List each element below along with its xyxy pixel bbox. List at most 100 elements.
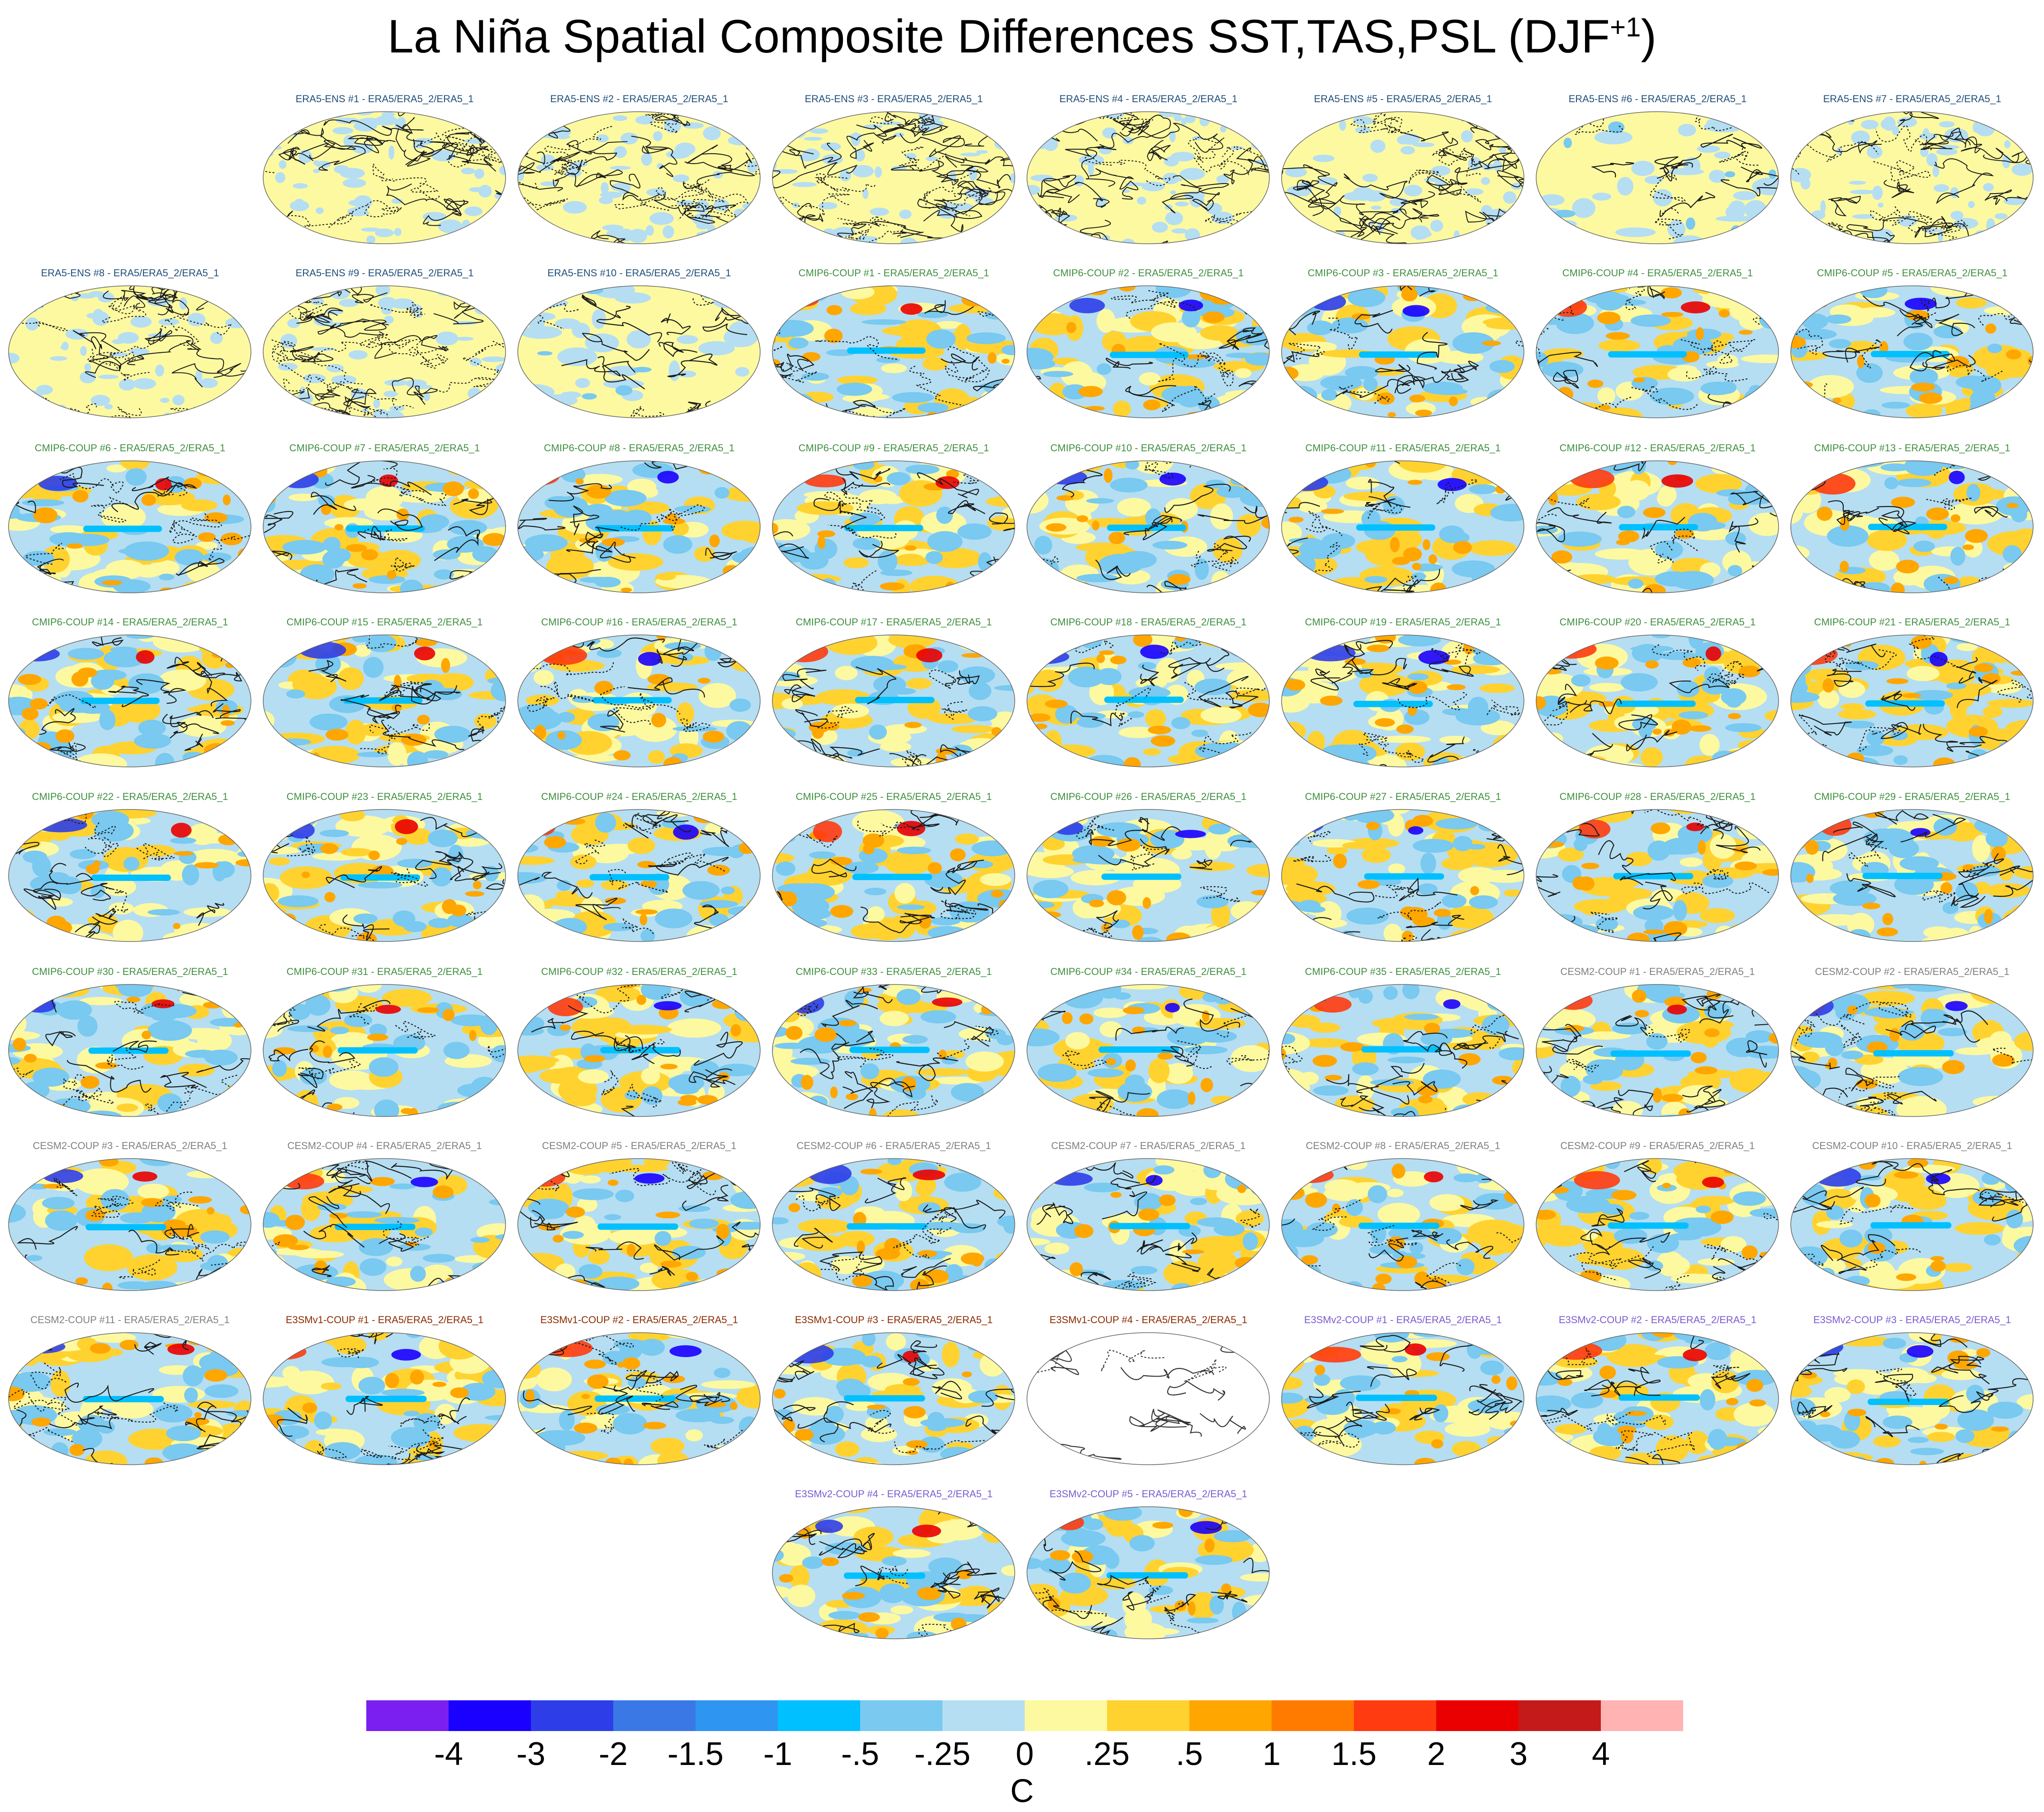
panel-label: ERA5-ENS #9 - ERA5/ERA5_2/ERA5_1 bbox=[295, 267, 474, 279]
panel-label: CMIP6-COUP #25 - ERA5/ERA5_2/ERA5_1 bbox=[795, 791, 992, 802]
map-image bbox=[1790, 1158, 2034, 1291]
panel-label: ERA5-ENS #10 - ERA5/ERA5_2/ERA5_1 bbox=[547, 267, 731, 279]
map-image bbox=[772, 809, 1015, 942]
map-image bbox=[1027, 460, 1270, 593]
panel-label: CMIP6-COUP #14 - ERA5/ERA5_2/ERA5_1 bbox=[32, 616, 228, 628]
colorbar bbox=[366, 1700, 1683, 1731]
panel-label: CMIP6-COUP #12 - ERA5/ERA5_2/ERA5_1 bbox=[1559, 442, 1756, 454]
panel-label: CESM2-COUP #7 - ERA5/ERA5_2/ERA5_1 bbox=[1051, 1140, 1246, 1151]
colorbar-tick-label: -2 bbox=[598, 1736, 628, 1772]
colorbar-tick-label: .25 bbox=[1084, 1736, 1130, 1772]
colorbar-swatch bbox=[1436, 1700, 1519, 1731]
map-image bbox=[1790, 111, 2034, 244]
colorbar-tick-label: -1 bbox=[763, 1736, 793, 1772]
colorbar-tick-label: -.25 bbox=[914, 1736, 971, 1772]
panel-label: ERA5-ENS #6 - ERA5/ERA5_2/ERA5_1 bbox=[1568, 93, 1747, 104]
map-image bbox=[1536, 285, 1779, 418]
map-image bbox=[1790, 285, 2034, 418]
panel-label: CMIP6-COUP #27 - ERA5/ERA5_2/ERA5_1 bbox=[1305, 791, 1501, 802]
panel-label: CMIP6-COUP #4 - ERA5/ERA5_2/ERA5_1 bbox=[1562, 267, 1753, 279]
map-image bbox=[1536, 111, 1779, 244]
map-image bbox=[1536, 809, 1779, 942]
map-image bbox=[517, 1158, 761, 1291]
map-image bbox=[772, 285, 1015, 418]
panel-label: CMIP6-COUP #30 - ERA5/ERA5_2/ERA5_1 bbox=[32, 966, 228, 977]
map-image bbox=[1281, 809, 1524, 942]
panel-label: CMIP6-COUP #33 - ERA5/ERA5_2/ERA5_1 bbox=[795, 966, 992, 977]
map-image bbox=[1027, 984, 1270, 1117]
panel-label: CMIP6-COUP #7 - ERA5/ERA5_2/ERA5_1 bbox=[289, 442, 480, 454]
panel-label: CMIP6-COUP #21 - ERA5/ERA5_2/ERA5_1 bbox=[1814, 616, 2011, 628]
colorbar-swatch bbox=[696, 1700, 778, 1731]
panel-label: E3SMv1-COUP #3 - ERA5/ERA5_2/ERA5_1 bbox=[795, 1314, 993, 1325]
panel-label: E3SMv1-COUP #4 - ERA5/ERA5_2/ERA5_1 bbox=[1049, 1314, 1248, 1325]
panel-label: E3SMv2-COUP #1 - ERA5/ERA5_2/ERA5_1 bbox=[1304, 1314, 1502, 1325]
colorbar-tick-label: -4 bbox=[434, 1736, 464, 1772]
figure-title-text: La Niña Spatial Composite Differences SS… bbox=[387, 10, 1610, 63]
map-image bbox=[1536, 634, 1779, 767]
panel-label: E3SMv2-COUP #2 - ERA5/ERA5_2/ERA5_1 bbox=[1558, 1314, 1757, 1325]
panel-label: E3SMv2-COUP #5 - ERA5/ERA5_2/ERA5_1 bbox=[1049, 1488, 1248, 1500]
map-image bbox=[1790, 1332, 2034, 1465]
panel-label: CMIP6-COUP #29 - ERA5/ERA5_2/ERA5_1 bbox=[1814, 791, 2011, 802]
panel-label: CMIP6-COUP #3 - ERA5/ERA5_2/ERA5_1 bbox=[1307, 267, 1499, 279]
map-image bbox=[1027, 809, 1270, 942]
panel-label: CESM2-COUP #9 - ERA5/ERA5_2/ERA5_1 bbox=[1560, 1140, 1755, 1151]
map-image bbox=[1281, 111, 1524, 244]
panel-label: CESM2-COUP #2 - ERA5/ERA5_2/ERA5_1 bbox=[1815, 966, 2010, 977]
map-image bbox=[8, 809, 251, 942]
colorbar-swatch bbox=[531, 1700, 613, 1731]
panel-label: CMIP6-COUP #23 - ERA5/ERA5_2/ERA5_1 bbox=[286, 791, 483, 802]
panel-label: CMIP6-COUP #1 - ERA5/ERA5_2/ERA5_1 bbox=[798, 267, 989, 279]
panel-label: E3SMv1-COUP #1 - ERA5/ERA5_2/ERA5_1 bbox=[285, 1314, 484, 1325]
map-image bbox=[8, 634, 251, 767]
panel-label: CMIP6-COUP #26 - ERA5/ERA5_2/ERA5_1 bbox=[1050, 791, 1247, 802]
map-image bbox=[772, 460, 1015, 593]
colorbar-swatch bbox=[778, 1700, 860, 1731]
map-image bbox=[1281, 1332, 1524, 1465]
panel-label: CMIP6-COUP #11 - ERA5/ERA5_2/ERA5_1 bbox=[1305, 442, 1501, 454]
map-image bbox=[517, 1332, 761, 1465]
panel-label: CMIP6-COUP #34 - ERA5/ERA5_2/ERA5_1 bbox=[1050, 966, 1247, 977]
panel-label: CMIP6-COUP #16 - ERA5/ERA5_2/ERA5_1 bbox=[541, 616, 738, 628]
colorbar-swatch bbox=[613, 1700, 696, 1731]
map-image bbox=[263, 1158, 506, 1291]
panel-label: CMIP6-COUP #19 - ERA5/ERA5_2/ERA5_1 bbox=[1305, 616, 1501, 628]
panel-label: CMIP6-COUP #24 - ERA5/ERA5_2/ERA5_1 bbox=[541, 791, 738, 802]
colorbar-tick-label: 2 bbox=[1427, 1736, 1446, 1772]
map-image bbox=[1536, 984, 1779, 1117]
colorbar-tick-label: 1 bbox=[1262, 1736, 1281, 1772]
colorbar-swatch bbox=[1519, 1700, 1601, 1731]
map-image bbox=[517, 634, 761, 767]
panel-label: CESM2-COUP #10 - ERA5/ERA5_2/ERA5_1 bbox=[1812, 1140, 2012, 1151]
map-image bbox=[1536, 1158, 1779, 1291]
panel-label: CMIP6-COUP #9 - ERA5/ERA5_2/ERA5_1 bbox=[798, 442, 989, 454]
map-image bbox=[772, 1158, 1015, 1291]
map-image bbox=[1281, 634, 1524, 767]
figure-title: La Niña Spatial Composite Differences SS… bbox=[0, 10, 2044, 64]
panel-label: CMIP6-COUP #8 - ERA5/ERA5_2/ERA5_1 bbox=[544, 442, 735, 454]
map-image bbox=[1790, 460, 2034, 593]
panel-label: ERA5-ENS #2 - ERA5/ERA5_2/ERA5_1 bbox=[550, 93, 729, 104]
colorbar-units: C bbox=[1010, 1773, 1034, 1809]
panel-label: CMIP6-COUP #35 - ERA5/ERA5_2/ERA5_1 bbox=[1305, 966, 1501, 977]
map-image bbox=[263, 111, 506, 244]
colorbar-swatch bbox=[449, 1700, 531, 1731]
map-image bbox=[517, 984, 761, 1117]
panel-label: ERA5-ENS #1 - ERA5/ERA5_2/ERA5_1 bbox=[295, 93, 474, 104]
colorbar-swatch bbox=[860, 1700, 942, 1731]
panel-label: CMIP6-COUP #6 - ERA5/ERA5_2/ERA5_1 bbox=[34, 442, 226, 454]
map-image bbox=[1281, 460, 1524, 593]
map-image bbox=[772, 984, 1015, 1117]
panel-label: CESM2-COUP #11 - ERA5/ERA5_2/ERA5_1 bbox=[30, 1314, 230, 1325]
panel-label: CESM2-COUP #3 - ERA5/ERA5_2/ERA5_1 bbox=[33, 1140, 227, 1151]
map-image bbox=[1790, 634, 2034, 767]
panel-label: CMIP6-COUP #31 - ERA5/ERA5_2/ERA5_1 bbox=[286, 966, 483, 977]
panel-label: CMIP6-COUP #17 - ERA5/ERA5_2/ERA5_1 bbox=[795, 616, 992, 628]
panel-label: E3SMv1-COUP #2 - ERA5/ERA5_2/ERA5_1 bbox=[540, 1314, 738, 1325]
map-image bbox=[1027, 1506, 1270, 1639]
figure-title-close: ) bbox=[1641, 10, 1657, 63]
map-image bbox=[8, 1158, 251, 1291]
map-image bbox=[517, 285, 761, 418]
panel-label: E3SMv2-COUP #3 - ERA5/ERA5_2/ERA5_1 bbox=[1813, 1314, 2011, 1325]
